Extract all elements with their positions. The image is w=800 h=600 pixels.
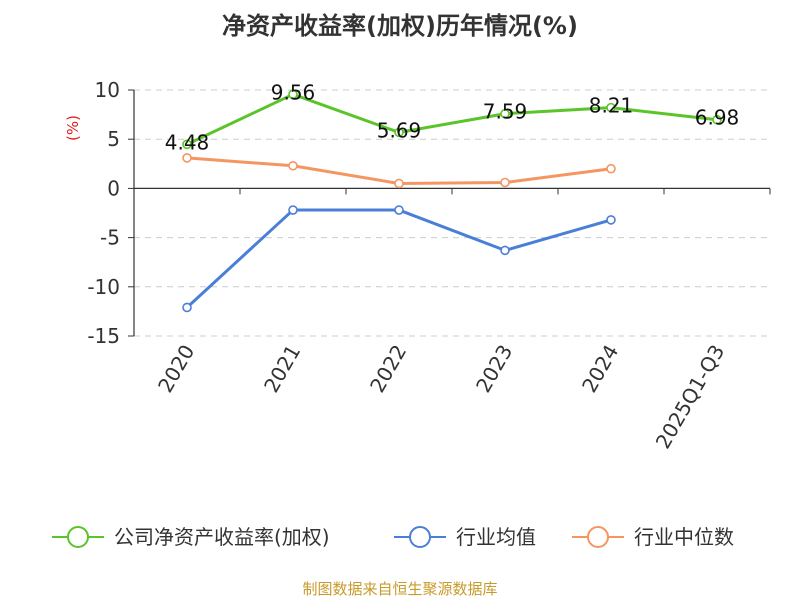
data-point — [394, 205, 404, 215]
legend-label: 公司净资产收益率(加权) — [114, 525, 330, 549]
x-tick-label: 2021 — [259, 341, 305, 397]
y-tick-label: 0 — [107, 176, 120, 200]
y-tick-label: 5 — [107, 127, 120, 151]
data-labels: 4.48 9.56 5.69 7.59 8.21 6.98 — [165, 80, 740, 154]
chart-title: 净资产收益率(加权)历年情况(%) — [222, 12, 578, 40]
data-label: 8.21 — [589, 94, 634, 118]
data-label: 6.98 — [695, 106, 740, 130]
x-tick-label: 2022 — [365, 341, 411, 397]
data-point — [394, 178, 404, 189]
data-point — [182, 139, 192, 150]
data-point — [182, 153, 192, 163]
legend-label: 行业中位数 — [634, 525, 734, 549]
y-tick-label: 10 — [95, 78, 120, 102]
series-line — [186, 92, 718, 146]
x-tick-label: 2020 — [153, 341, 199, 397]
data-point — [606, 163, 616, 174]
data-point — [500, 245, 510, 256]
data-point — [500, 177, 510, 188]
data-point — [288, 205, 298, 215]
data-point — [182, 302, 192, 313]
legend-marker — [67, 526, 89, 548]
data-point — [606, 102, 616, 113]
data-label: 9.56 — [271, 80, 316, 104]
series-line — [185, 208, 612, 309]
series-lines — [182, 89, 722, 313]
y-tick-label: -5 — [100, 226, 120, 250]
x-tick-label: 2025Q1-Q3 — [651, 341, 730, 453]
data-label: 5.69 — [377, 118, 422, 142]
data-point — [606, 215, 616, 225]
data-label: 4.48 — [165, 130, 210, 154]
legend-marker — [587, 526, 609, 548]
data-point — [288, 89, 298, 100]
legend: 公司净资产收益率(加权) 行业均值 行业中位数 — [52, 525, 734, 549]
data-point — [712, 114, 722, 125]
gridlines — [134, 89, 770, 337]
y-tick-label: -10 — [87, 275, 120, 299]
data-point — [394, 127, 404, 138]
x-tick-label: 2024 — [577, 341, 623, 397]
legend-label: 行业均值 — [456, 525, 536, 549]
data-label: 7.59 — [483, 100, 528, 124]
legend-marker — [409, 526, 431, 548]
y-axis-unit-label: (%) — [64, 115, 82, 141]
y-tick-label: -15 — [87, 324, 120, 348]
data-point — [500, 108, 510, 119]
data-point — [288, 160, 298, 171]
x-tick-label: 2023 — [471, 341, 517, 397]
source-note: 制图数据来自恒生聚源数据库 — [302, 580, 497, 598]
